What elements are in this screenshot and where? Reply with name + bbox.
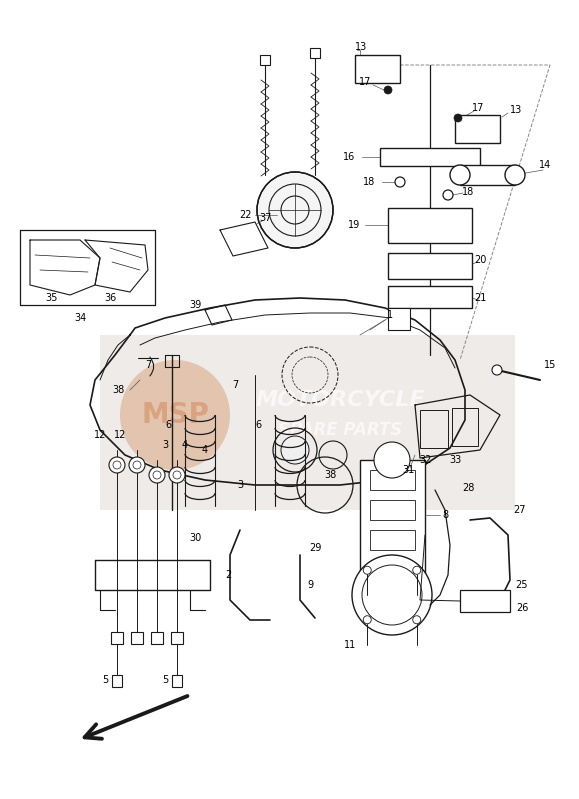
- Text: 15: 15: [544, 360, 556, 370]
- Text: 13: 13: [510, 105, 522, 115]
- Text: 38: 38: [112, 385, 124, 395]
- Bar: [460, 165, 515, 185]
- Text: 18: 18: [363, 177, 375, 187]
- Bar: [370, 500, 415, 520]
- Text: 18: 18: [462, 187, 474, 197]
- Bar: [388, 253, 472, 279]
- Circle shape: [450, 165, 470, 185]
- Text: 17: 17: [359, 77, 371, 87]
- Text: 14: 14: [539, 160, 551, 170]
- Bar: [310, 48, 320, 58]
- Text: 36: 36: [104, 293, 116, 303]
- Circle shape: [113, 461, 121, 469]
- Bar: [460, 590, 510, 612]
- Text: 11: 11: [344, 640, 356, 650]
- Text: MSP: MSP: [141, 401, 209, 429]
- Text: 12: 12: [114, 430, 126, 440]
- Text: 7: 7: [145, 360, 151, 370]
- Circle shape: [169, 467, 185, 483]
- Bar: [455, 115, 500, 143]
- Text: 28: 28: [462, 483, 474, 493]
- Text: 38: 38: [324, 470, 336, 480]
- Circle shape: [352, 555, 432, 635]
- Text: 12: 12: [94, 430, 106, 440]
- Text: 20: 20: [474, 255, 486, 265]
- Text: 6: 6: [255, 420, 261, 430]
- Text: 25: 25: [516, 580, 528, 590]
- Bar: [355, 55, 400, 83]
- Circle shape: [173, 471, 181, 479]
- Bar: [260, 55, 270, 65]
- Bar: [452, 408, 478, 446]
- Bar: [100, 335, 515, 510]
- Text: 5: 5: [102, 675, 108, 685]
- Text: 21: 21: [474, 293, 486, 303]
- Text: 3: 3: [162, 440, 168, 450]
- Circle shape: [374, 442, 410, 478]
- Bar: [112, 675, 122, 687]
- Circle shape: [363, 566, 371, 574]
- Circle shape: [133, 461, 141, 469]
- Text: 4: 4: [202, 445, 208, 455]
- Text: 29: 29: [309, 543, 321, 553]
- Bar: [370, 470, 415, 490]
- Bar: [360, 460, 425, 578]
- Circle shape: [492, 365, 502, 375]
- Circle shape: [363, 616, 371, 624]
- Text: 26: 26: [516, 603, 528, 613]
- Bar: [131, 632, 143, 644]
- Circle shape: [120, 360, 230, 470]
- Text: MOTORCYCLE: MOTORCYCLE: [255, 390, 425, 410]
- Text: 1: 1: [387, 310, 393, 320]
- Circle shape: [149, 467, 165, 483]
- Text: 22: 22: [239, 210, 251, 220]
- Text: 19: 19: [348, 220, 360, 230]
- Text: 6: 6: [165, 420, 171, 430]
- Bar: [172, 675, 182, 687]
- Bar: [370, 530, 415, 550]
- Text: 33: 33: [449, 455, 461, 465]
- Bar: [420, 410, 448, 448]
- Bar: [388, 208, 472, 243]
- Text: 7: 7: [232, 380, 238, 390]
- Circle shape: [129, 457, 145, 473]
- Text: 31: 31: [402, 465, 414, 475]
- Text: 34: 34: [74, 313, 86, 323]
- Text: 17: 17: [472, 103, 484, 113]
- Text: 9: 9: [307, 580, 313, 590]
- Bar: [388, 286, 472, 308]
- Circle shape: [281, 436, 309, 464]
- Circle shape: [454, 114, 462, 122]
- Circle shape: [384, 86, 392, 94]
- Text: 4: 4: [182, 440, 188, 450]
- Text: 27: 27: [514, 505, 526, 515]
- Text: 37: 37: [259, 213, 271, 223]
- Circle shape: [395, 177, 405, 187]
- Bar: [171, 632, 183, 644]
- Bar: [388, 308, 410, 330]
- Text: 2: 2: [225, 570, 231, 580]
- Text: 13: 13: [355, 42, 367, 52]
- Text: SPARE PARTS: SPARE PARTS: [278, 421, 402, 439]
- Text: 35: 35: [46, 293, 58, 303]
- Bar: [151, 632, 163, 644]
- Circle shape: [153, 471, 161, 479]
- Circle shape: [413, 566, 421, 574]
- Text: 39: 39: [189, 300, 201, 310]
- Circle shape: [109, 457, 125, 473]
- Circle shape: [257, 172, 333, 248]
- Circle shape: [443, 190, 453, 200]
- Text: 5: 5: [162, 675, 168, 685]
- Text: 3: 3: [237, 480, 243, 490]
- Text: 16: 16: [343, 152, 355, 162]
- Text: 32: 32: [419, 455, 431, 465]
- Circle shape: [505, 165, 525, 185]
- Bar: [111, 632, 123, 644]
- Text: 30: 30: [189, 533, 201, 543]
- Text: 8: 8: [442, 510, 448, 520]
- Circle shape: [413, 616, 421, 624]
- Bar: [380, 148, 480, 166]
